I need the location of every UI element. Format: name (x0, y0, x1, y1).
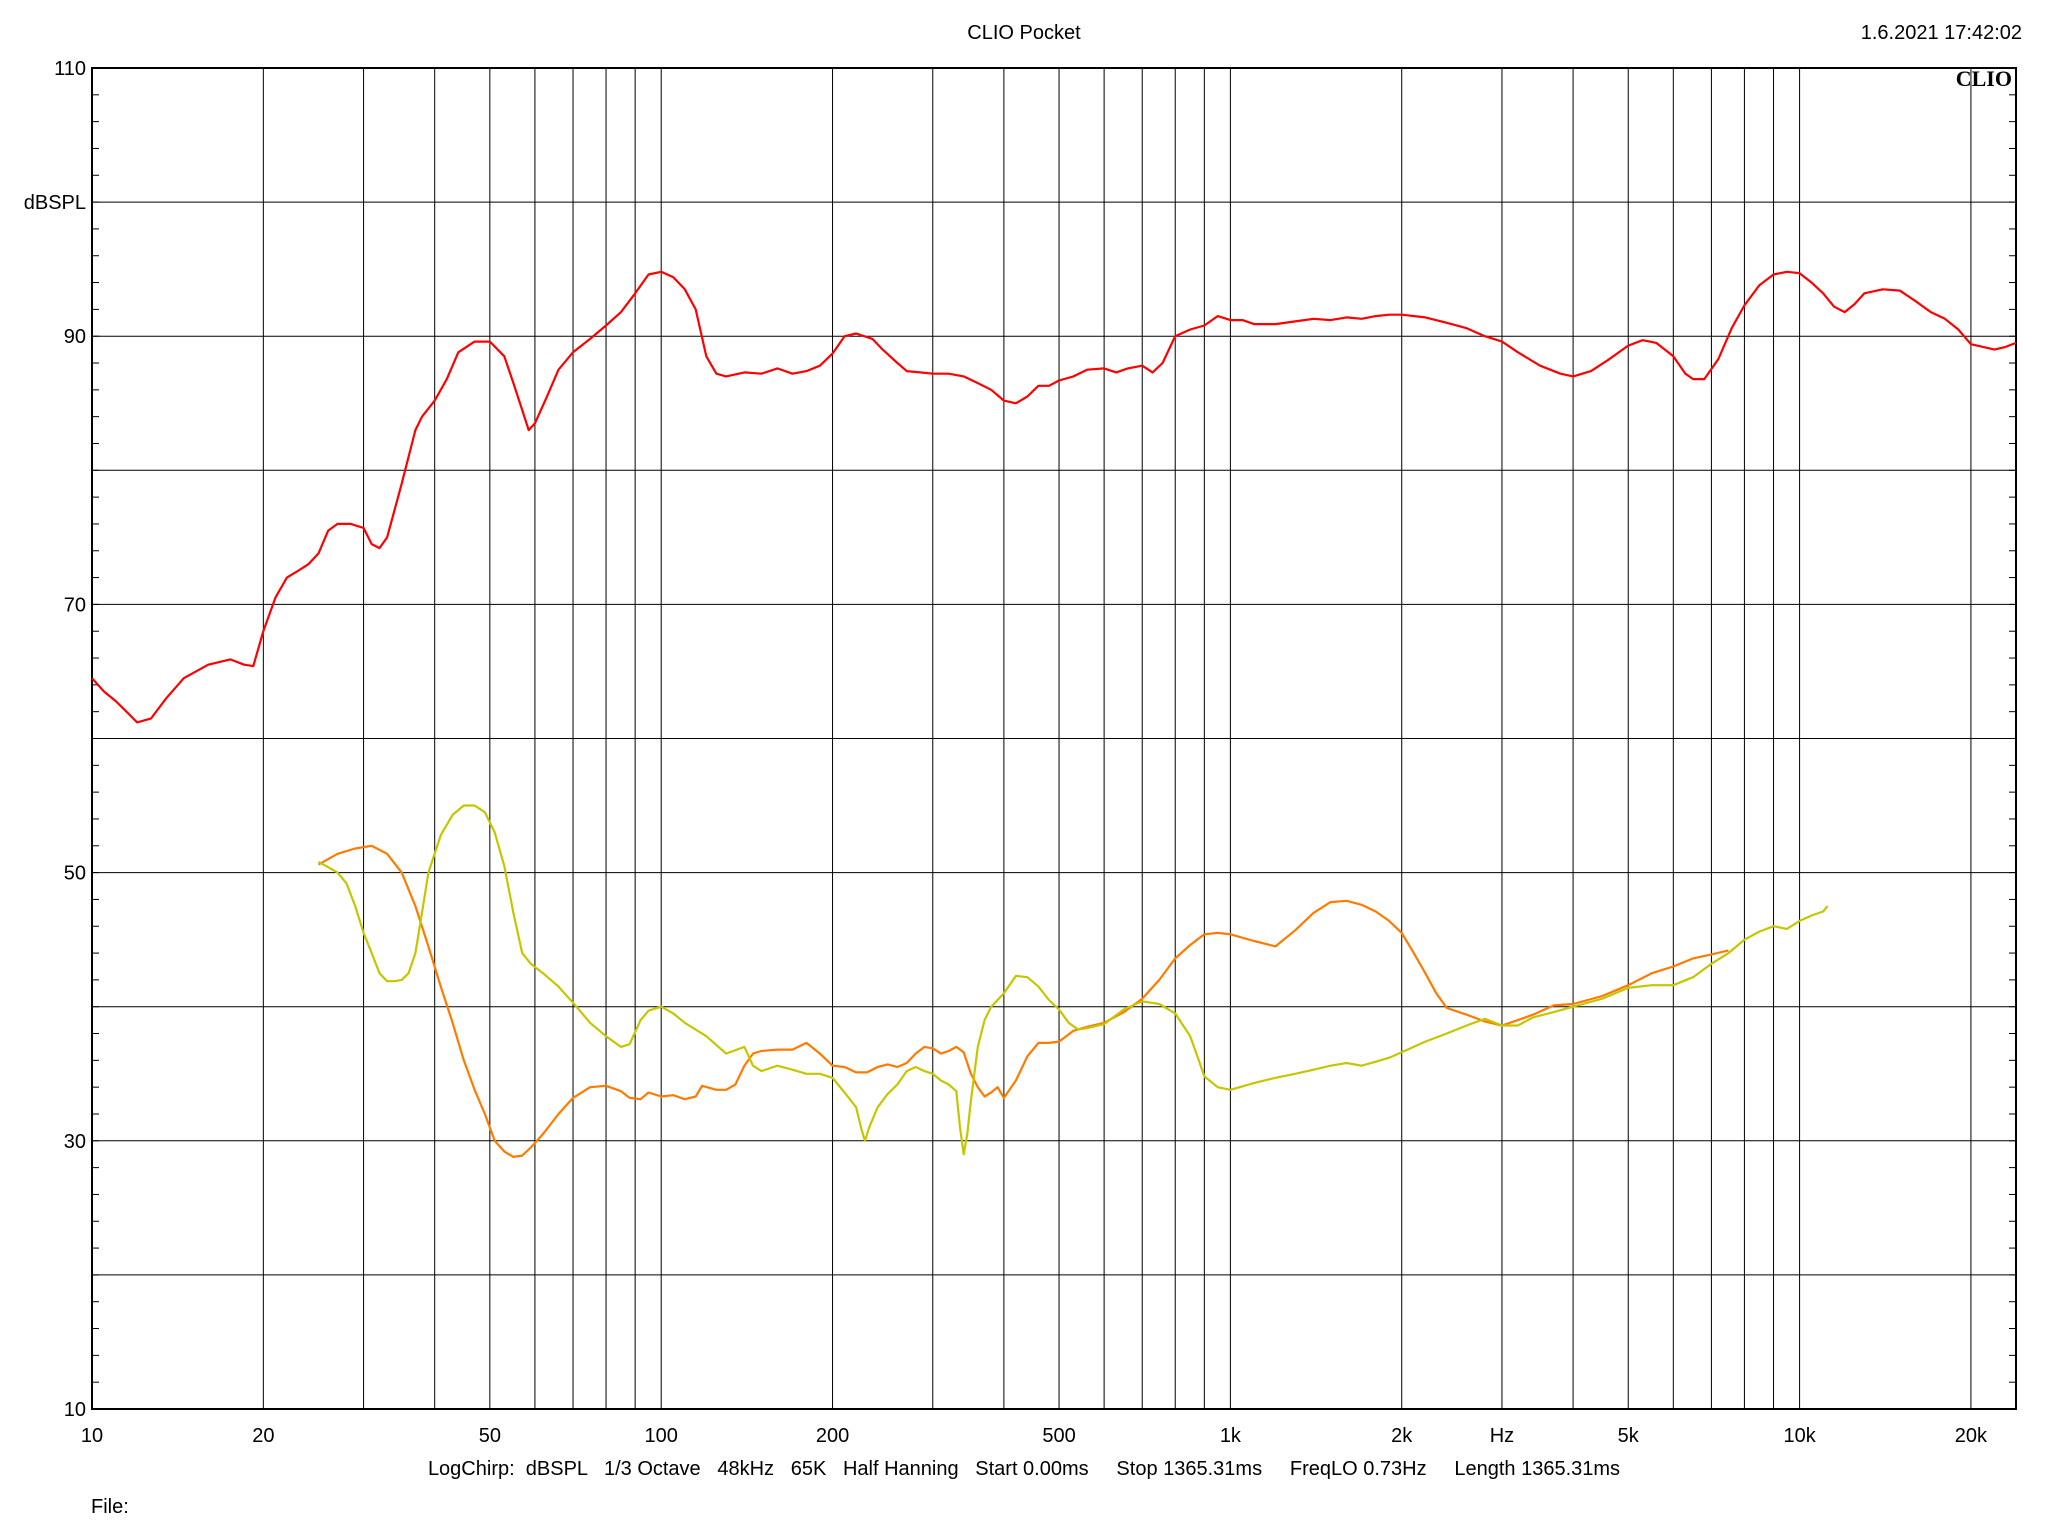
series-line-3 (317, 804, 1829, 1156)
series-line-2 (317, 844, 1729, 1158)
x-tick-label: 10k (1783, 1425, 1816, 1447)
x-tick-label: 500 (1042, 1425, 1075, 1447)
x-tick-label: 50 (479, 1425, 501, 1447)
measurement-parameters: LogChirp: dBSPL 1/3 Octave 48kHz 65K Hal… (427, 1458, 1621, 1480)
x-tick-label: 5k (1618, 1425, 1640, 1447)
x-axis-label: Hz (1490, 1425, 1514, 1447)
x-tick-label: 10 (81, 1425, 103, 1447)
y-tick-label: 90 (64, 326, 86, 348)
grid (91, 67, 2017, 1410)
y-axis-label: dBSPL (24, 192, 86, 214)
y-tick-label: 70 (64, 594, 86, 616)
x-tick-label: 100 (645, 1425, 678, 1447)
y-tick-label: 50 (64, 863, 86, 885)
chart-title: CLIO Pocket (967, 22, 1081, 44)
x-tick-label: 20k (1955, 1425, 1988, 1447)
timestamp: 1.6.2021 17:42:02 (1860, 22, 2022, 44)
x-tick-label: 1k (1220, 1425, 1242, 1447)
file-label: File: (91, 1496, 129, 1518)
clio-logo: CLIO (1956, 66, 2012, 91)
x-tick-label: 2k (1391, 1425, 1413, 1447)
y-tick-label: 10 (64, 1399, 86, 1421)
x-tick-label: 200 (816, 1425, 849, 1447)
series-layer (91, 270, 2017, 1158)
y-tick-label: 30 (64, 1131, 86, 1153)
series-line-1 (91, 270, 2017, 724)
tick-labels: 10 20 50 100 200 500 1k 2k 5k 10k 20k Hz 110 dBSPL 90 7… (24, 58, 1988, 1447)
x-tick-label: 20 (252, 1425, 274, 1447)
plot-frame (91, 67, 2017, 1410)
y-tick-label: 110 (54, 58, 86, 80)
